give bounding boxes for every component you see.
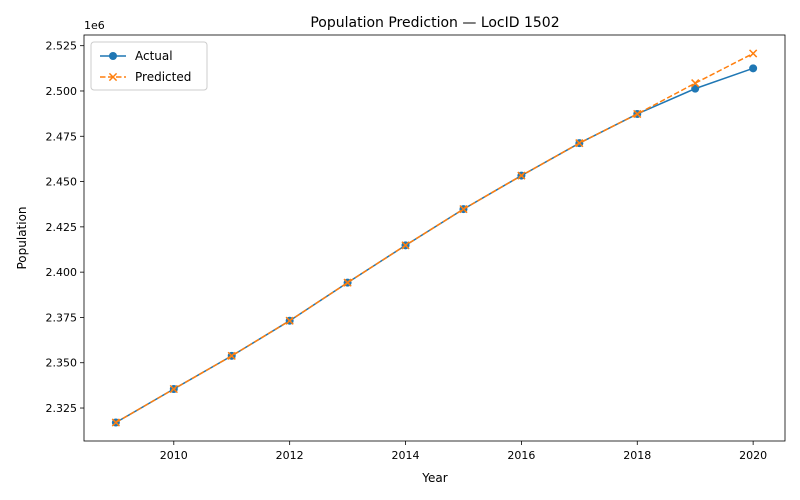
y-tick-label: 2.375 <box>46 311 78 324</box>
data-point-predicted <box>633 109 642 119</box>
y-tick-label: 2.500 <box>46 85 78 98</box>
y-tick-label: 2.425 <box>46 221 78 234</box>
x-tick-label: 2014 <box>392 449 420 462</box>
x-tick-label: 2012 <box>276 449 304 462</box>
legend: Actual Predicted <box>90 41 208 91</box>
y-tick-label: 2.325 <box>46 402 78 415</box>
data-point-predicted <box>749 49 758 58</box>
data-point-predicted <box>227 351 236 360</box>
data-point-predicted <box>111 418 120 427</box>
legend-marker-predicted <box>108 72 118 82</box>
data-point-predicted <box>691 79 700 88</box>
series-line-predicted <box>115 52 754 424</box>
plot-area <box>111 49 758 427</box>
plot-frame <box>83 34 786 442</box>
x-tick-label: 2018 <box>623 449 651 462</box>
x-tick-label: 2016 <box>507 449 535 462</box>
legend-label-predicted: Predicted <box>135 70 191 84</box>
y-tick-label: 2.475 <box>46 130 78 143</box>
data-point-actual <box>691 84 700 93</box>
data-point-predicted <box>459 204 468 214</box>
x-tick-label: 2020 <box>739 449 767 462</box>
data-point-predicted <box>401 241 410 250</box>
y-tick-label: 2.525 <box>46 40 78 53</box>
y-tick-label: 2.400 <box>46 266 78 279</box>
y-tick-label: 2.350 <box>46 357 78 370</box>
series-line-actual <box>115 67 754 424</box>
chart-title: Population Prediction — LocID 1502 <box>310 15 559 31</box>
y-axis-title: Population <box>15 206 29 269</box>
legend-marker-actual <box>109 52 117 60</box>
data-point-predicted <box>517 171 526 180</box>
y-tick-label: 2.450 <box>46 176 78 189</box>
data-point-predicted <box>169 384 178 394</box>
x-tick-label: 2010 <box>160 449 188 462</box>
y-offset-label: 1e6 <box>84 19 105 32</box>
data-point-predicted <box>285 316 294 325</box>
data-point-predicted <box>575 139 584 148</box>
legend-box <box>90 41 208 91</box>
legend-label-actual: Actual <box>135 49 173 63</box>
x-axis-title: Year <box>421 471 447 485</box>
data-point-actual <box>749 64 758 73</box>
x-axis: 2010 2012 2014 2016 2018 2020 <box>160 441 767 462</box>
data-point-predicted <box>343 278 352 287</box>
y-axis: 2.325 2.350 2.375 2.400 2.425 2.450 2.475 2.500… <box>46 40 84 415</box>
